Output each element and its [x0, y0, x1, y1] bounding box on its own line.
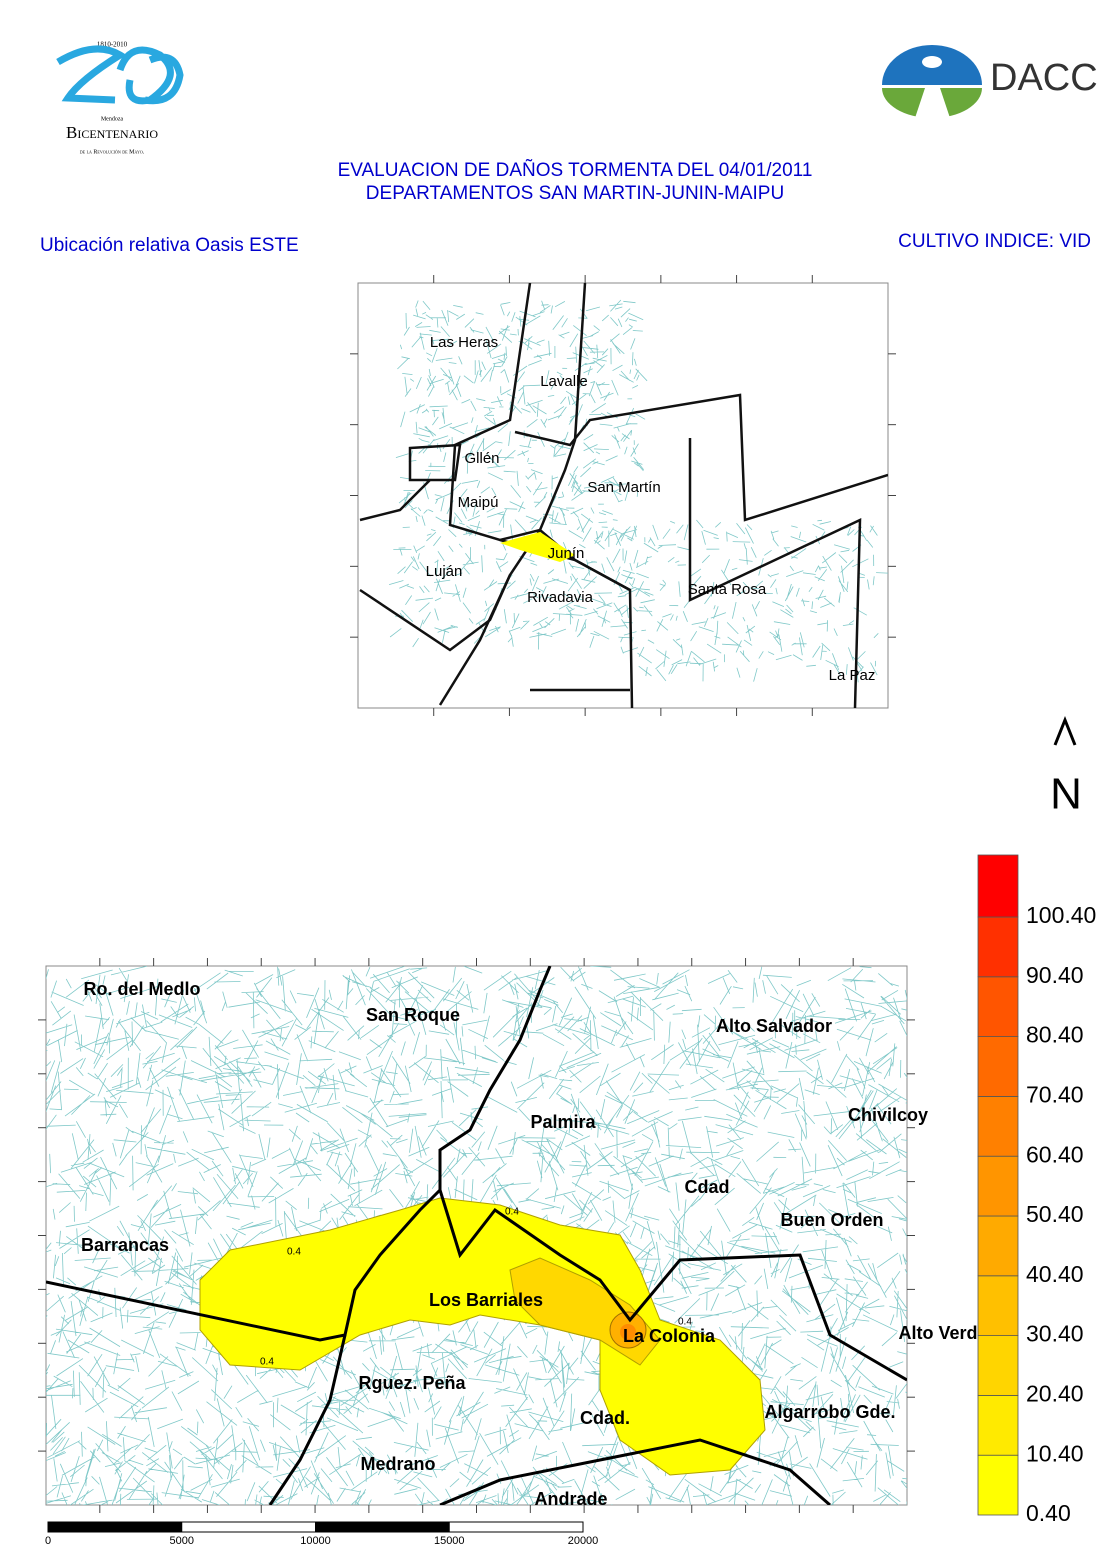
- logo-years: 1810-2010: [97, 41, 128, 49]
- legend-label: 100.40: [1026, 902, 1096, 928]
- place-label: Alto Salvador: [716, 1016, 832, 1036]
- parcel-lines: [46, 966, 907, 1505]
- place-label: Los Barriales: [429, 1290, 543, 1310]
- legend-label: 50.40: [1026, 1201, 1084, 1227]
- legend-swatch: [977, 854, 1019, 918]
- scale-segment: [181, 1521, 316, 1533]
- legend-swatch: [977, 916, 1019, 978]
- place-label: Cdad: [685, 1177, 730, 1197]
- scale-label: 5000: [170, 1535, 194, 1547]
- legend-label: 70.40: [1026, 1081, 1084, 1107]
- place-label: Palmira: [530, 1112, 596, 1132]
- place-label: Algarrobo Gde.: [764, 1402, 895, 1422]
- contour-label: 0.4: [260, 1357, 274, 1368]
- legend-label: 40.40: [1026, 1261, 1084, 1287]
- legend-swatch: [977, 1096, 1019, 1157]
- place-label: San Roque: [366, 1005, 460, 1025]
- logo-subtitle: de la Revolución de Mayo.: [80, 149, 145, 155]
- contour-label: 0.4: [678, 1317, 692, 1328]
- legend-label: 90.40: [1026, 962, 1084, 988]
- logo-bicentenario: 1810-2010 Mendoza Bicentenario de la Rev…: [56, 41, 184, 155]
- legend-label: 60.40: [1026, 1141, 1084, 1167]
- scale-segment: [315, 1521, 450, 1533]
- place-label: Chivilcoy: [848, 1105, 928, 1125]
- north-arrow: [1053, 715, 1077, 746]
- scale-bar: 0 5000 10000 15000 20000: [45, 1521, 599, 1547]
- legend-swatch: [977, 1335, 1019, 1396]
- place-label: Maipú: [458, 494, 499, 511]
- legend: 0.40 10.40 20.40 30.40 40.40 50.40 60.40 70.40 8…: [977, 854, 1096, 1526]
- place-label: Las Heras: [430, 334, 498, 351]
- parcel-lines: [617, 519, 888, 683]
- legend-label: 30.40: [1026, 1321, 1084, 1347]
- north-label: N: [1050, 770, 1082, 819]
- logo-province: Mendoza: [101, 116, 124, 122]
- place-label: Ro. del Medlo: [84, 979, 201, 999]
- place-label: La Paz: [829, 667, 876, 684]
- place-label: Luján: [426, 563, 463, 580]
- place-label: Junín: [548, 545, 585, 562]
- place-label: Santa Rosa: [688, 581, 767, 598]
- place-label: La Colonia: [623, 1326, 716, 1346]
- legend-label: 20.40: [1026, 1380, 1084, 1406]
- scale-label: 0: [45, 1535, 51, 1547]
- legend-swatch: [977, 1454, 1019, 1516]
- main-map: 0.4 0.4 0.4 0.4 Ro. del Medlo San Roque Al…: [38, 958, 988, 1513]
- place-label: San Martín: [587, 479, 660, 496]
- left-label: Ubicación relativa Oasis ESTE: [40, 235, 299, 256]
- logo-name: Bicentenario: [66, 123, 158, 142]
- logo-dacc-text: DACC: [990, 57, 1098, 99]
- place-label: Andrade: [534, 1489, 607, 1509]
- place-label: Cdad.: [580, 1408, 630, 1428]
- place-label: Barrancas: [81, 1235, 169, 1255]
- legend-label: 0.40: [1026, 1500, 1071, 1526]
- place-label: Rivadavia: [527, 589, 594, 606]
- scale-label: 10000: [300, 1535, 331, 1547]
- inset-map: Las Heras Lavalle Gllén San Martín Maipú Juní…: [350, 275, 896, 716]
- place-label: Medrano: [360, 1454, 435, 1474]
- place-label: Buen Orden: [780, 1210, 883, 1230]
- legend-swatch: [977, 1036, 1019, 1097]
- logo-200: [56, 45, 184, 105]
- legend-label: 10.40: [1026, 1440, 1084, 1466]
- contour-label: 0.4: [287, 1247, 301, 1258]
- scale-label: 15000: [434, 1535, 465, 1547]
- title-line-2: DEPARTAMENTOS SAN MARTIN-JUNIN-MAIPU: [366, 183, 784, 204]
- contour-label: 0.4: [505, 1207, 519, 1218]
- legend-swatch: [977, 1395, 1019, 1456]
- scale-label: 20000: [568, 1535, 599, 1547]
- legend-swatch: [977, 976, 1019, 1037]
- place-label: Lavalle: [540, 373, 588, 390]
- scale-segment: [47, 1521, 183, 1533]
- legend-swatch: [977, 1215, 1019, 1277]
- scale-segment: [448, 1521, 584, 1533]
- right-label: CULTIVO INDICE: VID: [898, 231, 1091, 252]
- title-line-1: EVALUACION DE DAÑOS TORMENTA DEL 04/01/2…: [338, 159, 813, 181]
- place-label: Rguez. Peña: [358, 1373, 466, 1393]
- legend-swatch: [977, 1155, 1019, 1217]
- place-label: Alto Verde: [898, 1323, 987, 1343]
- place-label: Gllén: [464, 450, 499, 467]
- legend-swatch: [977, 1275, 1019, 1337]
- legend-label: 80.40: [1026, 1022, 1084, 1048]
- logo-dacc: DACC: [882, 45, 1098, 118]
